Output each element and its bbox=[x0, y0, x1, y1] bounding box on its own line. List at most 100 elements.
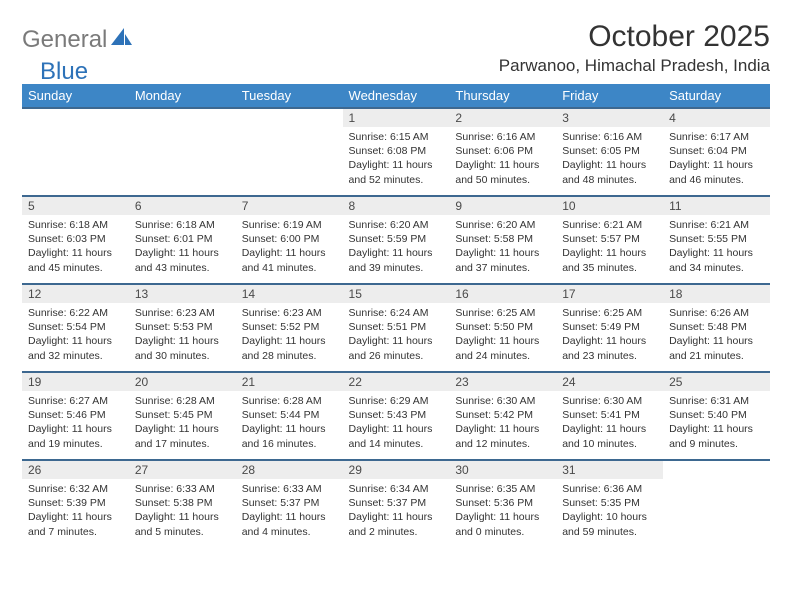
day-number: 1 bbox=[343, 109, 450, 127]
sunrise-text: Sunrise: 6:24 AM bbox=[349, 306, 444, 320]
sunrise-text: Sunrise: 6:28 AM bbox=[242, 394, 337, 408]
calendar-day-cell: 6Sunrise: 6:18 AMSunset: 6:01 PMDaylight… bbox=[129, 196, 236, 284]
sunset-text: Sunset: 6:06 PM bbox=[455, 144, 550, 158]
day-info: Sunrise: 6:18 AMSunset: 6:03 PMDaylight:… bbox=[22, 215, 129, 278]
day-info: Sunrise: 6:34 AMSunset: 5:37 PMDaylight:… bbox=[343, 479, 450, 542]
header: General October 2025 Parwanoo, Himachal … bbox=[22, 20, 770, 76]
daylight-text: Daylight: 11 hours and 4 minutes. bbox=[242, 510, 337, 538]
sunrise-text: Sunrise: 6:17 AM bbox=[669, 130, 764, 144]
day-number: 13 bbox=[129, 285, 236, 303]
calendar-day-cell: 31Sunrise: 6:36 AMSunset: 5:35 PMDayligh… bbox=[556, 460, 663, 548]
calendar-day-cell: 27Sunrise: 6:33 AMSunset: 5:38 PMDayligh… bbox=[129, 460, 236, 548]
day-number: 16 bbox=[449, 285, 556, 303]
weekday-header: Wednesday bbox=[343, 84, 450, 108]
sunrise-text: Sunrise: 6:34 AM bbox=[349, 482, 444, 496]
calendar-day-cell: 10Sunrise: 6:21 AMSunset: 5:57 PMDayligh… bbox=[556, 196, 663, 284]
day-number: 7 bbox=[236, 197, 343, 215]
sunrise-text: Sunrise: 6:31 AM bbox=[669, 394, 764, 408]
sunset-text: Sunset: 5:50 PM bbox=[455, 320, 550, 334]
weekday-header: Tuesday bbox=[236, 84, 343, 108]
daylight-text: Daylight: 11 hours and 9 minutes. bbox=[669, 422, 764, 450]
calendar-body: 1Sunrise: 6:15 AMSunset: 6:08 PMDaylight… bbox=[22, 108, 770, 548]
calendar-day-cell: 12Sunrise: 6:22 AMSunset: 5:54 PMDayligh… bbox=[22, 284, 129, 372]
sunset-text: Sunset: 5:51 PM bbox=[349, 320, 444, 334]
calendar-day-cell: 2Sunrise: 6:16 AMSunset: 6:06 PMDaylight… bbox=[449, 108, 556, 196]
title-block: October 2025 Parwanoo, Himachal Pradesh,… bbox=[499, 20, 770, 76]
daylight-text: Daylight: 11 hours and 32 minutes. bbox=[28, 334, 123, 362]
day-number: 3 bbox=[556, 109, 663, 127]
sunset-text: Sunset: 6:01 PM bbox=[135, 232, 230, 246]
sunset-text: Sunset: 5:58 PM bbox=[455, 232, 550, 246]
day-info: Sunrise: 6:24 AMSunset: 5:51 PMDaylight:… bbox=[343, 303, 450, 366]
sunset-text: Sunset: 5:41 PM bbox=[562, 408, 657, 422]
daylight-text: Daylight: 11 hours and 26 minutes. bbox=[349, 334, 444, 362]
daylight-text: Daylight: 11 hours and 16 minutes. bbox=[242, 422, 337, 450]
calendar-day-cell bbox=[129, 108, 236, 196]
daylight-text: Daylight: 11 hours and 5 minutes. bbox=[135, 510, 230, 538]
logo-text-blue: Blue bbox=[40, 58, 88, 86]
day-number: 17 bbox=[556, 285, 663, 303]
calendar-day-cell bbox=[236, 108, 343, 196]
day-info: Sunrise: 6:21 AMSunset: 5:55 PMDaylight:… bbox=[663, 215, 770, 278]
sunrise-text: Sunrise: 6:16 AM bbox=[562, 130, 657, 144]
daylight-text: Daylight: 11 hours and 19 minutes. bbox=[28, 422, 123, 450]
daylight-text: Daylight: 10 hours and 59 minutes. bbox=[562, 510, 657, 538]
day-info: Sunrise: 6:25 AMSunset: 5:49 PMDaylight:… bbox=[556, 303, 663, 366]
daylight-text: Daylight: 11 hours and 21 minutes. bbox=[669, 334, 764, 362]
calendar-week-row: 19Sunrise: 6:27 AMSunset: 5:46 PMDayligh… bbox=[22, 372, 770, 460]
sunrise-text: Sunrise: 6:25 AM bbox=[455, 306, 550, 320]
calendar-day-cell: 11Sunrise: 6:21 AMSunset: 5:55 PMDayligh… bbox=[663, 196, 770, 284]
sunrise-text: Sunrise: 6:33 AM bbox=[135, 482, 230, 496]
sunrise-text: Sunrise: 6:27 AM bbox=[28, 394, 123, 408]
day-info: Sunrise: 6:33 AMSunset: 5:38 PMDaylight:… bbox=[129, 479, 236, 542]
sunset-text: Sunset: 5:43 PM bbox=[349, 408, 444, 422]
sunset-text: Sunset: 5:45 PM bbox=[135, 408, 230, 422]
day-info: Sunrise: 6:15 AMSunset: 6:08 PMDaylight:… bbox=[343, 127, 450, 190]
day-number: 30 bbox=[449, 461, 556, 479]
sunset-text: Sunset: 6:00 PM bbox=[242, 232, 337, 246]
day-number: 2 bbox=[449, 109, 556, 127]
day-info: Sunrise: 6:28 AMSunset: 5:44 PMDaylight:… bbox=[236, 391, 343, 454]
day-info: Sunrise: 6:17 AMSunset: 6:04 PMDaylight:… bbox=[663, 127, 770, 190]
sunset-text: Sunset: 5:46 PM bbox=[28, 408, 123, 422]
calendar-day-cell: 18Sunrise: 6:26 AMSunset: 5:48 PMDayligh… bbox=[663, 284, 770, 372]
daylight-text: Daylight: 11 hours and 43 minutes. bbox=[135, 246, 230, 274]
day-number: 24 bbox=[556, 373, 663, 391]
day-number: 5 bbox=[22, 197, 129, 215]
logo-text-general: General bbox=[22, 26, 107, 54]
calendar-day-cell: 13Sunrise: 6:23 AMSunset: 5:53 PMDayligh… bbox=[129, 284, 236, 372]
day-number: 15 bbox=[343, 285, 450, 303]
day-number: 29 bbox=[343, 461, 450, 479]
weekday-header: Friday bbox=[556, 84, 663, 108]
sunrise-text: Sunrise: 6:21 AM bbox=[669, 218, 764, 232]
weekday-header: Sunday bbox=[22, 84, 129, 108]
calendar-day-cell bbox=[663, 460, 770, 548]
sunrise-text: Sunrise: 6:15 AM bbox=[349, 130, 444, 144]
day-info: Sunrise: 6:30 AMSunset: 5:42 PMDaylight:… bbox=[449, 391, 556, 454]
day-number: 6 bbox=[129, 197, 236, 215]
calendar-day-cell: 20Sunrise: 6:28 AMSunset: 5:45 PMDayligh… bbox=[129, 372, 236, 460]
day-info: Sunrise: 6:36 AMSunset: 5:35 PMDaylight:… bbox=[556, 479, 663, 542]
sunset-text: Sunset: 5:54 PM bbox=[28, 320, 123, 334]
sunrise-text: Sunrise: 6:28 AM bbox=[135, 394, 230, 408]
day-number: 23 bbox=[449, 373, 556, 391]
daylight-text: Daylight: 11 hours and 10 minutes. bbox=[562, 422, 657, 450]
calendar-page: General October 2025 Parwanoo, Himachal … bbox=[0, 0, 792, 568]
sunset-text: Sunset: 6:04 PM bbox=[669, 144, 764, 158]
day-number: 4 bbox=[663, 109, 770, 127]
daylight-text: Daylight: 11 hours and 24 minutes. bbox=[455, 334, 550, 362]
location: Parwanoo, Himachal Pradesh, India bbox=[499, 56, 770, 76]
calendar-day-cell: 1Sunrise: 6:15 AMSunset: 6:08 PMDaylight… bbox=[343, 108, 450, 196]
day-number: 22 bbox=[343, 373, 450, 391]
day-info: Sunrise: 6:20 AMSunset: 5:58 PMDaylight:… bbox=[449, 215, 556, 278]
day-info: Sunrise: 6:35 AMSunset: 5:36 PMDaylight:… bbox=[449, 479, 556, 542]
calendar-day-cell: 23Sunrise: 6:30 AMSunset: 5:42 PMDayligh… bbox=[449, 372, 556, 460]
sunrise-text: Sunrise: 6:16 AM bbox=[455, 130, 550, 144]
calendar-table: SundayMondayTuesdayWednesdayThursdayFrid… bbox=[22, 84, 770, 548]
daylight-text: Daylight: 11 hours and 35 minutes. bbox=[562, 246, 657, 274]
day-number: 18 bbox=[663, 285, 770, 303]
daylight-text: Daylight: 11 hours and 0 minutes. bbox=[455, 510, 550, 538]
sunset-text: Sunset: 5:52 PM bbox=[242, 320, 337, 334]
day-info: Sunrise: 6:16 AMSunset: 6:06 PMDaylight:… bbox=[449, 127, 556, 190]
day-info: Sunrise: 6:21 AMSunset: 5:57 PMDaylight:… bbox=[556, 215, 663, 278]
